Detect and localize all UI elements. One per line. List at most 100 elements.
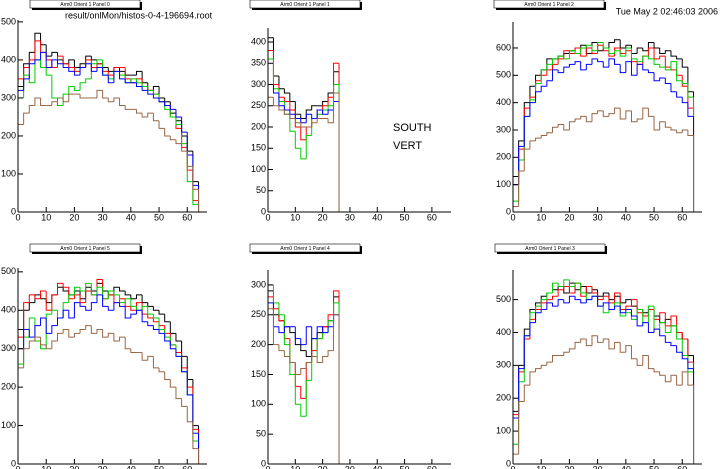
histogram-bin [608, 47, 615, 54]
y-tick-label: 200 [251, 121, 266, 131]
y-tick-label: 300 [1, 343, 16, 353]
histogram-bin [585, 63, 592, 70]
histogram-bin [664, 335, 671, 343]
histogram-bin [51, 294, 58, 311]
histogram-bin [625, 299, 632, 303]
histogram-bin [300, 344, 307, 352]
histogram-bin [676, 325, 683, 340]
histogram-bin [300, 148, 307, 160]
histogram-bin [186, 151, 193, 167]
histogram-bin [670, 127, 677, 131]
histogram-bin [107, 97, 114, 103]
histogram-bin [45, 67, 52, 76]
histogram-bin [45, 291, 52, 311]
histogram-bin [169, 341, 176, 350]
histogram-bin [597, 42, 604, 51]
panel-title: Arm0 Orient 1 Panel 0 [60, 2, 110, 8]
histogram-bin [602, 338, 609, 343]
histogram-bin [602, 295, 609, 300]
histogram-bin [181, 116, 188, 133]
x-tick-label: 0 [265, 212, 270, 222]
histogram-bin [90, 302, 97, 311]
histogram-bin [602, 61, 609, 68]
histogram-bin [523, 148, 530, 171]
histogram-bin [322, 101, 329, 106]
histogram-bin [580, 115, 587, 120]
histogram-bin [670, 61, 677, 70]
x-tick-label: 0 [510, 212, 515, 222]
histogram-bin [636, 118, 643, 122]
histogram-bin [585, 116, 592, 123]
histogram-bin [119, 336, 126, 342]
histogram-bin [327, 118, 334, 124]
histogram-bin [28, 329, 35, 338]
histogram-bin [124, 105, 131, 110]
histogram-bin [164, 314, 171, 323]
panel-title: Arm0 Orient 1 Panel 5 [60, 246, 110, 252]
histogram-bin [602, 110, 609, 117]
y-tick-label: 500 [496, 294, 511, 304]
x-tick-label: 0 [15, 212, 20, 222]
histogram-bin [68, 93, 75, 102]
histogram-bin [113, 333, 120, 342]
histogram-bin [289, 114, 296, 132]
x-tick-label: 50 [154, 464, 164, 469]
histogram-bin [316, 109, 323, 119]
title-box [249, 243, 361, 253]
histogram-bin [659, 322, 666, 330]
histogram-bin [124, 306, 131, 319]
histogram-bin [529, 371, 536, 386]
histogram-bin [327, 105, 334, 111]
histogram-bin [681, 352, 688, 360]
histogram-bin [68, 59, 75, 64]
histogram-bin [681, 75, 688, 87]
y-tick-label: 100 [1, 420, 16, 430]
histogram-bin [591, 295, 598, 300]
histogram-bin [630, 345, 638, 360]
note: SOUTH [393, 122, 432, 134]
histogram-bin [141, 305, 148, 311]
histogram-panel: 0 50 100 150 200 250 300 0 10 20 30 40 50 60 [251, 270, 451, 469]
histogram-bin [540, 85, 547, 92]
histogram-bin [79, 63, 86, 68]
histogram-bin [642, 354, 649, 366]
histogram-bin [124, 298, 131, 303]
histogram-bin [56, 317, 64, 326]
histogram-bin [164, 128, 171, 137]
histogram-bin [659, 371, 666, 376]
histogram-bin [523, 335, 530, 369]
histogram-bin [85, 306, 92, 311]
histogram-bin [664, 375, 671, 383]
histogram-bin [327, 326, 334, 333]
histogram-bin [642, 64, 649, 71]
histogram-bin [79, 67, 86, 76]
histogram-bin [642, 322, 649, 326]
histogram-bin [278, 302, 285, 316]
histogram-bin [316, 356, 323, 364]
histogram-bin [175, 116, 182, 126]
histogram-bin [664, 121, 671, 128]
histogram-bin [625, 61, 632, 73]
title-box [29, 243, 141, 253]
histogram-bin [529, 140, 536, 150]
histogram-bin [45, 52, 52, 69]
histogram-bin [90, 325, 97, 334]
histogram-bin [152, 113, 160, 122]
y-tick-label: 200 [1, 130, 16, 140]
histogram-bin [300, 122, 307, 128]
y-tick-label: 100 [496, 179, 511, 189]
histogram-bin [294, 374, 301, 405]
x-tick-label: 20 [564, 212, 574, 222]
histogram-bin [630, 61, 638, 76]
histogram-bin [630, 47, 638, 60]
histogram-bin [585, 299, 592, 303]
histogram-bin [175, 387, 182, 400]
histogram-bin [283, 326, 290, 333]
histogram-bin [546, 302, 553, 310]
histogram-bin [289, 356, 296, 364]
histogram-bin [659, 64, 666, 68]
histogram-bin [107, 332, 114, 338]
histogram-bin [73, 71, 81, 76]
histogram-bin [676, 56, 683, 60]
histogram-bin [169, 379, 176, 388]
